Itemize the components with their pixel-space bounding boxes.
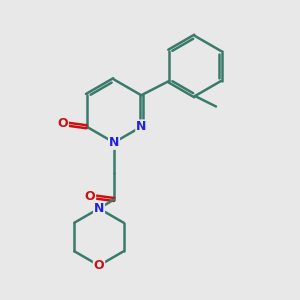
Text: O: O — [57, 117, 68, 130]
Text: O: O — [94, 259, 104, 272]
Text: N: N — [136, 120, 146, 133]
Text: N: N — [109, 136, 119, 149]
Text: O: O — [85, 190, 95, 203]
Text: N: N — [94, 202, 104, 215]
